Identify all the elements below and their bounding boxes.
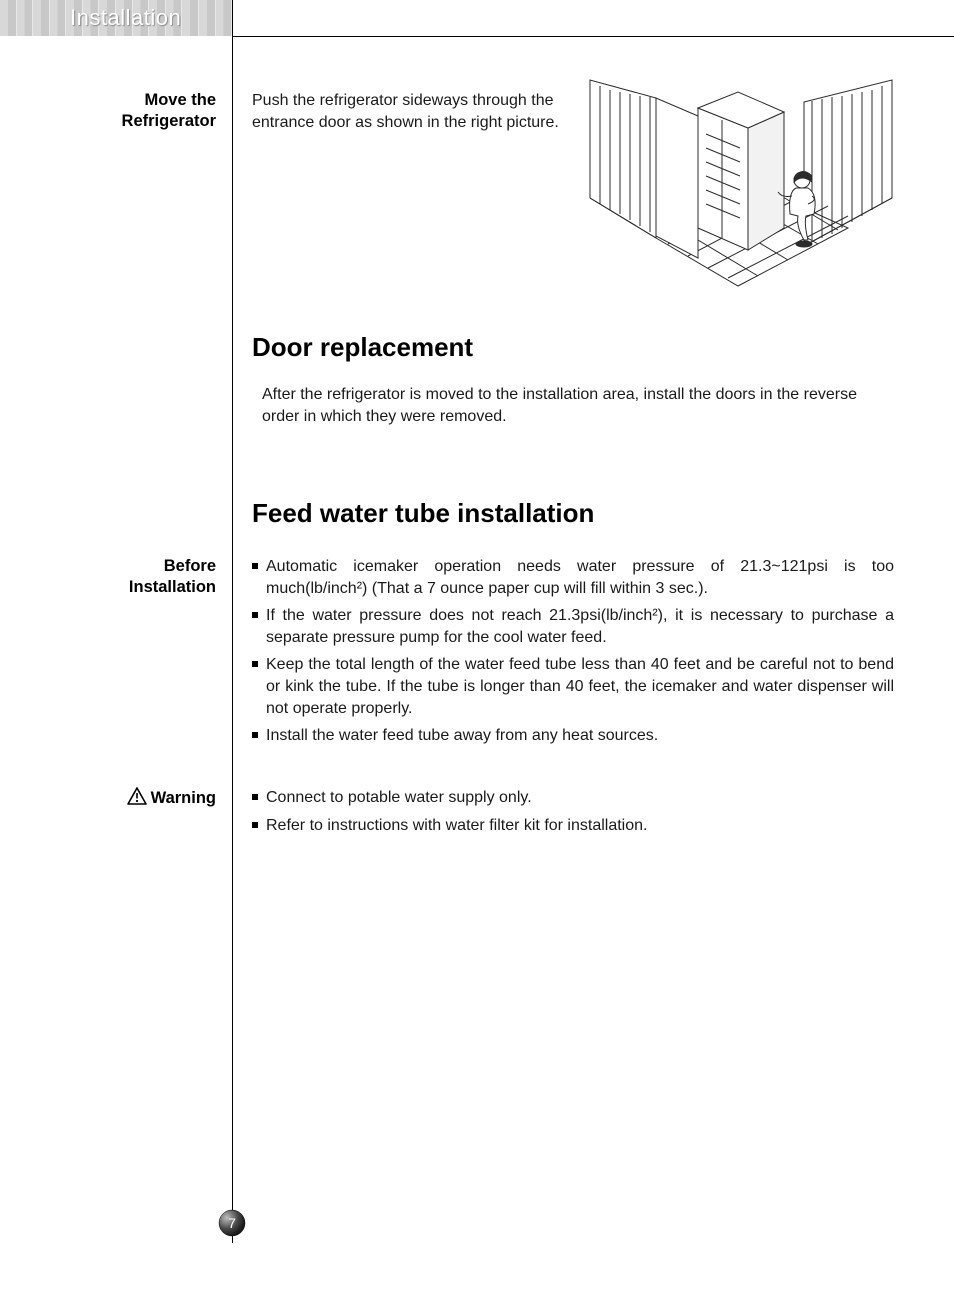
door-replacement-body: After the refrigerator is moved to the i… (262, 384, 894, 427)
list-item: If the water pressure does not reach 21.… (252, 605, 894, 648)
fridge-moving-illustration (588, 78, 894, 288)
list-item: Refer to instructions with water filter … (252, 815, 894, 837)
label-move-refrigerator: Move the Refrigerator (0, 90, 216, 133)
heading-feed-water: Feed water tube installation (252, 498, 894, 529)
label-before-installation: Before Installation (0, 556, 216, 599)
label-line: Move the (0, 90, 216, 111)
list-item: Install the water feed tube away from an… (252, 725, 894, 747)
vertical-rule (232, 0, 233, 1243)
page-number-badge: 7 (218, 1209, 246, 1237)
warning-label-text: Warning (151, 789, 216, 807)
before-installation-list: Automatic icemaker operation needs water… (252, 556, 894, 747)
label-line: Installation (0, 577, 216, 598)
list-item: Automatic icemaker operation needs water… (252, 556, 894, 599)
header-rule (232, 36, 954, 37)
list-item: Keep the total length of the water feed … (252, 654, 894, 719)
warning-icon (127, 787, 147, 811)
label-line: Refrigerator (0, 111, 216, 132)
header-tab: Installation (0, 0, 232, 36)
move-refrigerator-body: Push the refrigerator sideways through t… (252, 90, 562, 133)
warning-list: Connect to potable water supply only. Re… (252, 787, 894, 836)
list-item: Connect to potable water supply only. (252, 787, 894, 809)
header-tab-label: Installation (70, 5, 181, 31)
label-line: Before (0, 556, 216, 577)
page-number-text: 7 (228, 1215, 236, 1231)
label-warning: Warning (0, 787, 216, 811)
heading-door-replacement: Door replacement (252, 332, 894, 363)
